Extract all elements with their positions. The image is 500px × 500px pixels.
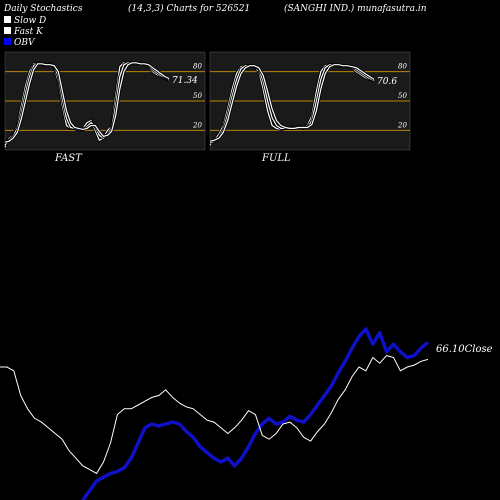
header-symbol: (14,3,3) Charts for 526521 [128, 3, 250, 14]
fast-tick-label: 80 [193, 63, 202, 71]
full-tick-label: 50 [398, 92, 407, 100]
legend-swatch-slow-d [4, 16, 11, 23]
legend-label-slow-d: Slow D [14, 16, 46, 26]
legend-label-obv: OBV [14, 38, 36, 48]
legend-label-fast-k: Fast K [13, 27, 44, 37]
close-price-label: 66.10Close [436, 344, 493, 355]
price-series-line [0, 355, 429, 475]
fast-tick-label: 20 [192, 121, 202, 129]
fast-series-line-2 [4, 62, 170, 143]
header-title: Daily Stochastics [3, 4, 83, 14]
full-tick-label: 20 [397, 121, 407, 129]
legend-swatch-obv [4, 38, 11, 45]
fast-last-value-label: 71.34 [172, 76, 198, 86]
full-stochastic-panel: 80 50 20 70.6 [208, 51, 411, 151]
fast-panel-label: FAST [54, 153, 83, 164]
legend: Slow D Fast K OBV [4, 16, 46, 48]
obv-price-panel [0, 327, 430, 500]
full-series-line-2 [209, 64, 375, 142]
header-company: (SANGHI IND.) munafasutra.in [284, 3, 427, 14]
obv-series-line [81, 327, 430, 500]
full-tick-label: 80 [398, 63, 407, 71]
full-last-value-label: 70.6 [377, 77, 397, 87]
fast-tick-label: 50 [193, 92, 202, 100]
fast-stochastic-panel: 80 50 20 71.34 [3, 51, 206, 151]
full-panel-label: FULL [261, 153, 291, 164]
legend-swatch-fast-k [4, 27, 11, 34]
